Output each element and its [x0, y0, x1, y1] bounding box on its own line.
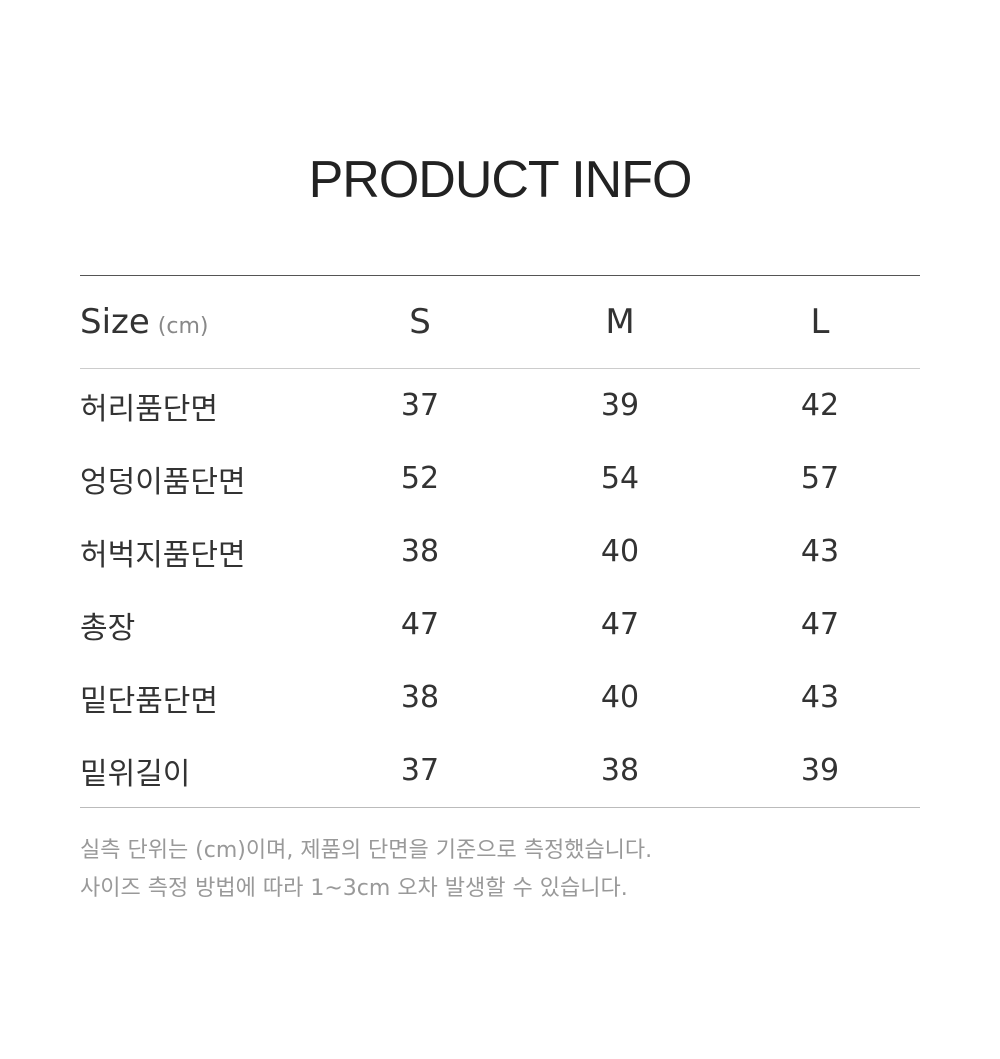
table-row: 밑단품단면 38 40 43 [80, 661, 920, 734]
table-header: Size (cm) S M L [80, 276, 920, 369]
row-label: 밑단품단면 [80, 683, 218, 719]
size-m: M [605, 302, 635, 342]
row-value: 38 [400, 534, 440, 569]
row-value: 47 [800, 607, 840, 642]
row-value: 37 [400, 753, 440, 788]
note-line: 실측 단위는 (cm)이며, 제품의 단면을 기준으로 측정했습니다. [80, 838, 653, 863]
row-value: 38 [600, 753, 640, 788]
table-row: 밑위길이 37 38 39 [80, 734, 920, 807]
size-l: L [810, 302, 830, 342]
row-label: 엉덩이품단면 [80, 464, 246, 500]
table-row: 총장 47 47 47 [80, 588, 920, 661]
row-value: 43 [800, 680, 840, 715]
row-value: 43 [800, 534, 840, 569]
row-value: 57 [800, 461, 840, 496]
row-value: 37 [400, 388, 440, 423]
row-value: 39 [600, 388, 640, 423]
unit-label: (cm) [157, 314, 209, 339]
row-value: 47 [400, 607, 440, 642]
row-value: 47 [600, 607, 640, 642]
table-row: 허벅지품단면 38 40 43 [80, 515, 920, 588]
table-row: 허리품단면 37 39 42 [80, 369, 920, 442]
row-value: 40 [600, 680, 640, 715]
table-row: 엉덩이품단면 52 54 57 [80, 442, 920, 515]
row-value: 54 [600, 461, 640, 496]
row-value: 40 [600, 534, 640, 569]
note-line: 사이즈 측정 방법에 따라 1~3cm 오차 발생할 수 있습니다. [80, 876, 628, 901]
row-value: 38 [400, 680, 440, 715]
page-title: PRODUCT INFO [308, 151, 693, 209]
row-label: 밑위길이 [80, 756, 191, 792]
row-label: 허리품단면 [80, 391, 218, 427]
row-value: 52 [400, 461, 440, 496]
row-value: 42 [800, 388, 840, 423]
size-label: Size [80, 302, 150, 342]
size-table: Size (cm) S M L 허리품단면 37 39 42 엉덩이품단면 52 54 57 허벅… [80, 275, 920, 808]
row-value: 39 [800, 753, 840, 788]
row-label: 허벅지품단면 [80, 537, 246, 573]
size-s: S [409, 302, 431, 342]
notes: 실측 단위는 (cm)이며, 제품의 단면을 기준으로 측정했습니다. 사이즈 … [80, 832, 652, 908]
row-label: 총장 [80, 610, 136, 646]
